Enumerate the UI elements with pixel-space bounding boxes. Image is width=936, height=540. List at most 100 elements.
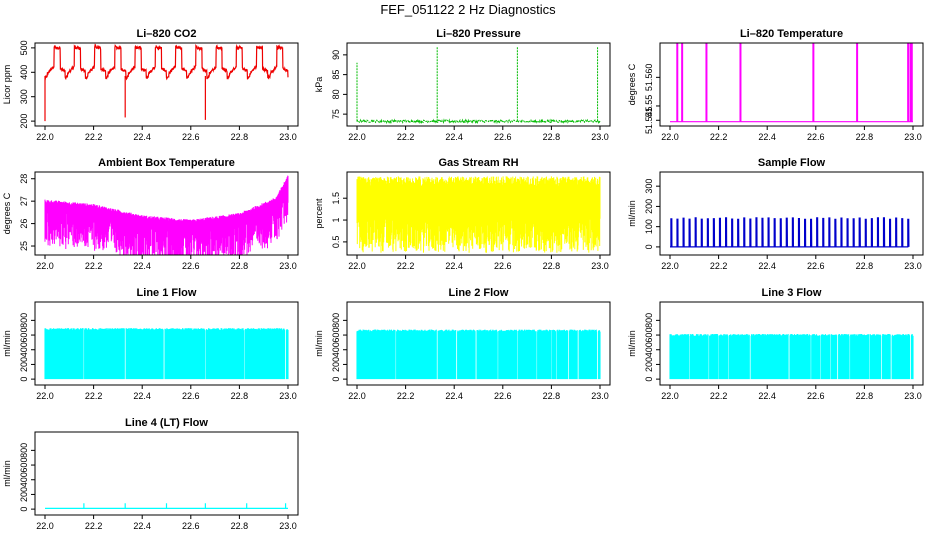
plot-area-pressure — [356, 46, 601, 125]
y-tick-label: 0 — [19, 377, 29, 382]
y-tick-label: 1 — [331, 218, 341, 223]
panel-sampleflow: Sample Flow ml/min 0 100 200 300 22.0 22.2 22.4 2… — [627, 157, 924, 271]
x-tick-label: 22.2 — [397, 132, 415, 142]
x-tick-label: 23.0 — [904, 132, 922, 142]
y-tick-label: 0 — [19, 507, 29, 512]
x-tick-label: 22.0 — [661, 391, 679, 401]
plot-area-line3 — [669, 334, 914, 380]
y-tick-label: 800 — [644, 313, 654, 328]
x-tick-label: 22.0 — [348, 391, 366, 401]
x-tick-label: 22.8 — [543, 261, 561, 271]
y-tick-label: 300 — [644, 179, 654, 194]
y-tick-label: 200 — [19, 357, 29, 372]
x-tick-label: 22.6 — [807, 261, 825, 271]
panel-title: Line 1 Flow — [137, 287, 197, 299]
x-tick-label: 22.2 — [710, 391, 728, 401]
x-tick-label: 22.6 — [182, 391, 200, 401]
plot-frame — [659, 42, 924, 127]
y-tick-label: 800 — [19, 443, 29, 458]
y-tick-label: 0 — [331, 377, 341, 382]
x-tick-label: 22.8 — [856, 391, 874, 401]
figure-title: FEF_051122 2 Hz Diagnostics — [380, 2, 556, 17]
y-tick-label: 400 — [644, 342, 654, 357]
y-tick-label: 400 — [331, 342, 341, 357]
y-tick-label: 51.545 — [644, 107, 654, 135]
y-tick-label: 0 — [644, 244, 654, 249]
x-tick-label: 22.6 — [182, 261, 200, 271]
x-tick-label: 22.2 — [85, 132, 103, 142]
x-tick-label: 23.0 — [904, 391, 922, 401]
y-axis-label: degrees C — [2, 192, 12, 234]
y-tick-label: 200 — [644, 357, 654, 372]
x-tick-label: 22.6 — [494, 261, 512, 271]
panel-title: Li–820 Pressure — [436, 28, 520, 40]
x-tick-label: 22.4 — [758, 391, 776, 401]
panel-rh: Gas Stream RH percent 0.5 1 1.5 22.0 22.2 22.4 2… — [314, 157, 611, 271]
y-tick-label: 200 — [19, 487, 29, 502]
x-tick-label: 22.0 — [348, 132, 366, 142]
y-tick-label: 800 — [19, 313, 29, 328]
x-tick-label: 22.6 — [182, 521, 200, 531]
y-tick-label: 300 — [19, 89, 29, 104]
y-tick-label: 600 — [19, 328, 29, 343]
panel-title: Sample Flow — [758, 157, 826, 169]
x-tick-label: 22.0 — [661, 132, 679, 142]
x-tick-label: 22.2 — [397, 391, 415, 401]
plot-frame — [346, 42, 611, 127]
y-tick-label: 200 — [331, 357, 341, 372]
y-tick-label: 400 — [19, 65, 29, 80]
x-tick-label: 22.2 — [710, 261, 728, 271]
y-axis-label: ml/min — [2, 460, 12, 487]
x-tick-label: 22.8 — [856, 261, 874, 271]
panel-co2: Li–820 CO2 Licor ppm 200 300 400 500 22.0 22.2 2… — [2, 28, 299, 142]
x-tick-label: 22.6 — [807, 391, 825, 401]
panel-pressure: Li–820 Pressure kPa 75 80 85 90 22.0 22.2 22.4 22… — [314, 28, 611, 142]
x-tick-label: 22.8 — [231, 521, 249, 531]
y-tick-label: 400 — [19, 472, 29, 487]
panel-title: Line 3 Flow — [762, 287, 822, 299]
plot-frame — [34, 301, 299, 386]
x-tick-label: 22.2 — [397, 261, 415, 271]
series-area-line3 — [669, 334, 914, 380]
x-tick-label: 23.0 — [591, 391, 609, 401]
x-tick-label: 23.0 — [591, 132, 609, 142]
plot-area-temperature — [670, 43, 913, 123]
y-tick-label: 25 — [19, 241, 29, 251]
series-line-rh — [356, 176, 601, 253]
plot-frame — [659, 171, 924, 256]
x-tick-label: 22.0 — [36, 132, 54, 142]
x-tick-label: 22.6 — [494, 132, 512, 142]
x-tick-label: 23.0 — [279, 132, 297, 142]
series-line-sampleflow — [670, 217, 910, 248]
x-tick-label: 22.8 — [231, 391, 249, 401]
y-tick-label: 200 — [19, 114, 29, 129]
x-tick-label: 22.0 — [36, 261, 54, 271]
x-tick-label: 22.8 — [543, 391, 561, 401]
x-tick-label: 22.8 — [231, 261, 249, 271]
y-tick-label: 51.560 — [644, 64, 654, 92]
y-tick-label: 51.55 — [644, 95, 654, 118]
x-tick-label: 22.0 — [36, 391, 54, 401]
y-tick-label: 1.5 — [331, 192, 341, 205]
y-tick-label: 75 — [331, 109, 341, 119]
x-tick-label: 22.6 — [807, 132, 825, 142]
x-tick-label: 22.8 — [856, 132, 874, 142]
plot-frame — [34, 42, 299, 127]
y-tick-label: 0 — [644, 377, 654, 382]
x-tick-label: 22.4 — [133, 521, 151, 531]
panel-title: Li–820 CO2 — [137, 28, 197, 40]
y-tick-label: 400 — [19, 342, 29, 357]
series-area-line1 — [44, 328, 289, 380]
panel-title: Ambient Box Temperature — [98, 157, 235, 169]
panel-title: Li–820 Temperature — [740, 28, 843, 40]
panel-title: Line 4 (LT) Flow — [125, 417, 208, 429]
series-line-pressure — [356, 118, 601, 125]
x-tick-label: 22.2 — [85, 391, 103, 401]
x-tick-label: 22.8 — [543, 132, 561, 142]
y-tick-label: 26 — [19, 219, 29, 229]
y-tick-label: 500 — [19, 40, 29, 55]
